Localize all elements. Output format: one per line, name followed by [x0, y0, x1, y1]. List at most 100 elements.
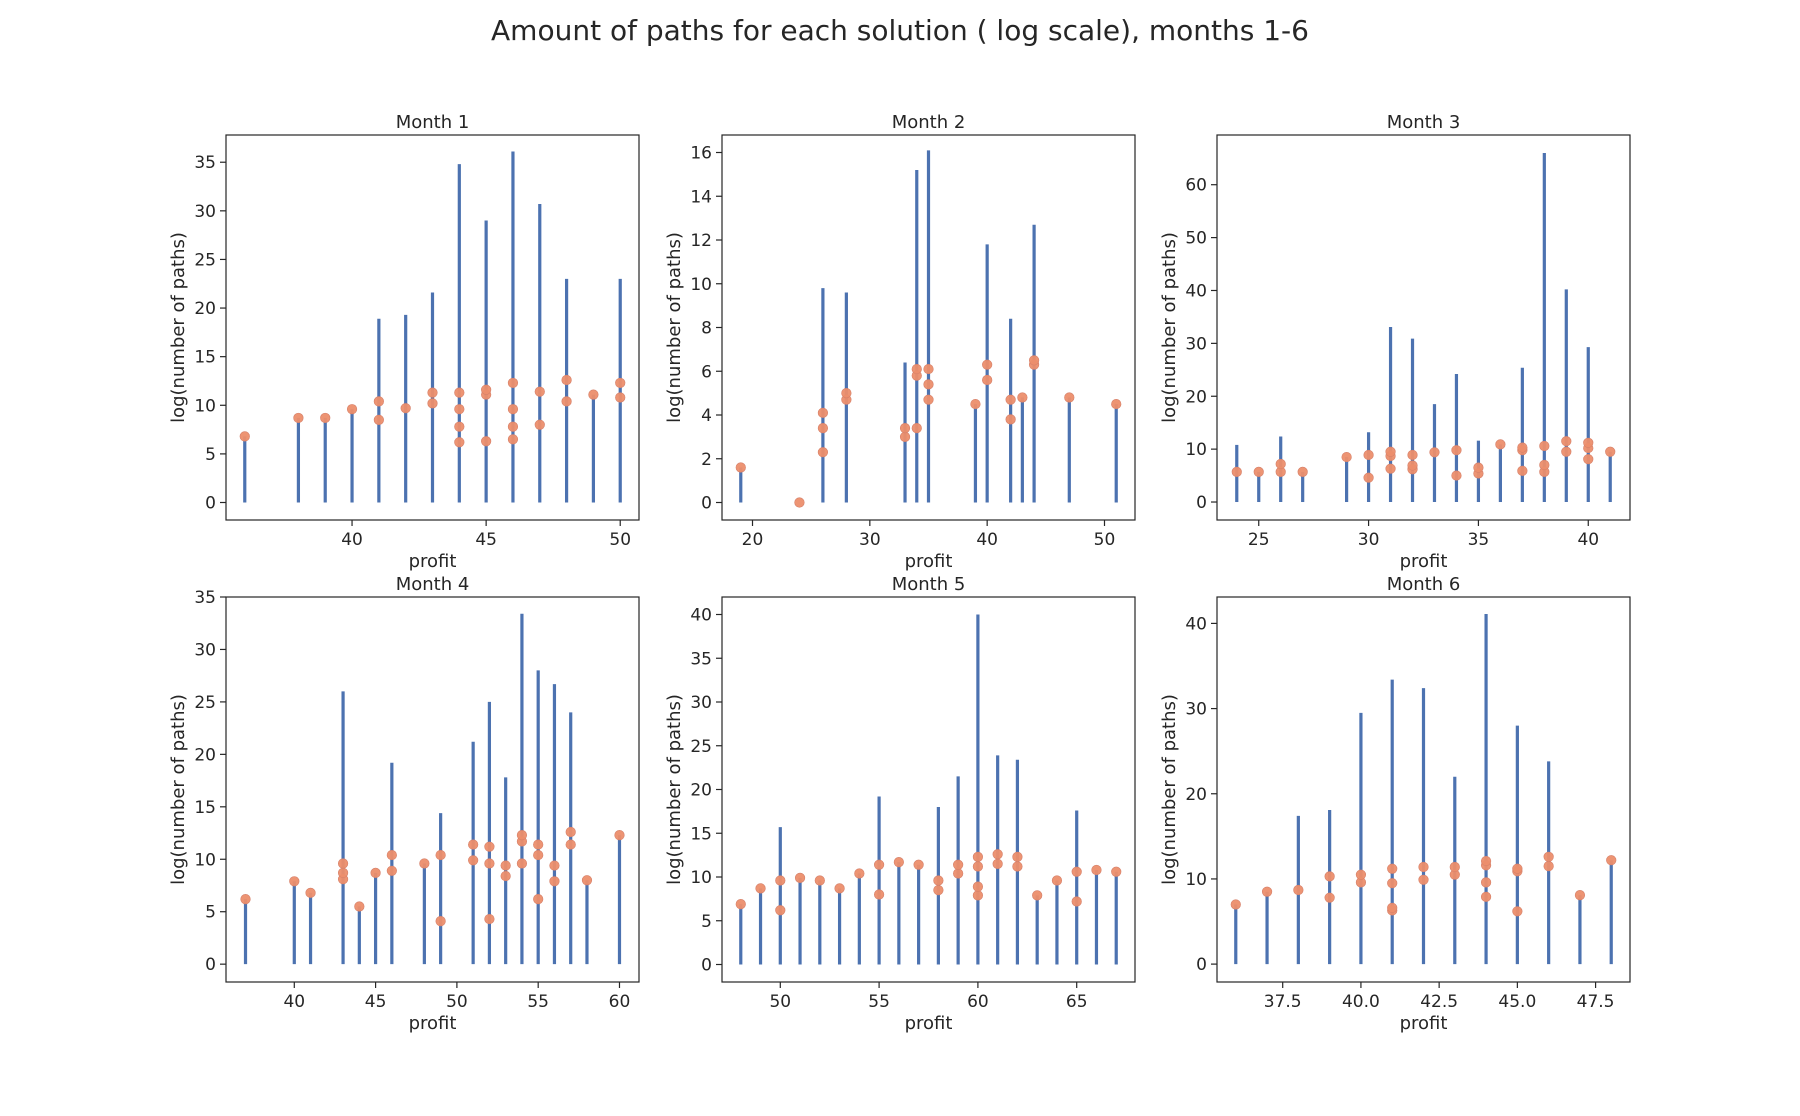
x-tick-label: 40.0 — [1342, 992, 1380, 1012]
data-point — [873, 859, 885, 870]
data-point — [911, 423, 922, 434]
x-tick-label: 30 — [859, 530, 881, 550]
data-point — [1480, 877, 1492, 888]
y-tick-label: 30 — [1185, 334, 1207, 354]
y-tick-label: 20 — [1185, 785, 1207, 805]
y-tick-label: 30 — [690, 693, 712, 713]
data-point — [1418, 861, 1429, 873]
y-tick-label: 15 — [690, 824, 712, 844]
plot-frame — [225, 134, 640, 521]
data-point — [1363, 472, 1374, 483]
data-point — [972, 890, 984, 901]
data-point — [614, 830, 625, 841]
y-tick-label: 10 — [1185, 870, 1207, 890]
data-point — [972, 881, 984, 892]
data-point — [1324, 892, 1335, 903]
data-point — [370, 867, 381, 878]
subplot-title: Month 3 — [1387, 112, 1461, 133]
y-tick-label: 5 — [205, 903, 216, 923]
data-point — [549, 860, 560, 871]
data-point — [982, 374, 993, 386]
y-tick-label: 20 — [194, 745, 216, 765]
y-axis-label: log(number of paths) — [168, 232, 189, 423]
y-tick-label: 5 — [701, 912, 712, 932]
data-point — [1606, 855, 1617, 866]
data-point — [1387, 902, 1398, 913]
data-point — [735, 462, 746, 473]
data-point — [953, 868, 964, 879]
data-point — [933, 875, 944, 886]
y-axis-label: log(number of paths) — [168, 694, 189, 885]
data-point — [534, 419, 545, 430]
data-point — [834, 883, 845, 894]
data-point — [588, 389, 599, 400]
data-point — [565, 839, 576, 850]
data-point — [561, 374, 572, 386]
data-point — [337, 858, 349, 869]
x-tick-label: 50 — [1094, 530, 1116, 550]
data-point — [454, 387, 465, 398]
data-point — [923, 379, 934, 390]
data-point — [1051, 875, 1063, 886]
plot-frame — [1216, 596, 1631, 983]
data-point — [1293, 884, 1304, 896]
data-point — [533, 894, 544, 905]
data-point — [293, 412, 304, 424]
y-tick-label: 60 — [1185, 176, 1207, 196]
data-point — [1253, 466, 1264, 477]
x-tick-label: 45 — [475, 530, 497, 550]
data-point — [427, 398, 438, 409]
x-tick-label: 40 — [283, 992, 305, 1012]
y-axis-label: log(number of paths) — [1159, 232, 1180, 423]
data-point — [305, 887, 316, 898]
x-tick-label: 60 — [967, 992, 989, 1012]
y-tick-label: 25 — [194, 250, 216, 270]
y-tick-label: 15 — [194, 348, 216, 368]
data-point — [1517, 465, 1528, 476]
data-point — [1111, 398, 1122, 410]
data-point — [533, 849, 544, 861]
data-point — [500, 860, 511, 871]
data-point — [817, 447, 829, 458]
data-point — [1407, 460, 1418, 471]
data-point — [1064, 392, 1075, 403]
data-point — [953, 859, 964, 870]
data-point — [794, 872, 806, 883]
data-point — [581, 875, 593, 886]
y-tick-label: 6 — [701, 362, 712, 382]
data-point — [1231, 466, 1242, 477]
data-point — [873, 889, 885, 900]
data-point — [841, 388, 852, 399]
y-axis-label: log(number of paths) — [664, 694, 685, 885]
data-point — [1418, 874, 1429, 885]
data-point — [1605, 446, 1616, 457]
y-tick-label: 20 — [1185, 387, 1207, 407]
data-point — [735, 899, 746, 910]
data-point — [992, 849, 1003, 860]
data-point — [239, 431, 250, 442]
data-point — [419, 858, 430, 869]
x-tick-label: 40 — [976, 530, 998, 550]
x-tick-label: 55 — [868, 992, 890, 1012]
data-point — [923, 363, 934, 375]
data-point — [1495, 439, 1506, 450]
data-point — [1512, 863, 1523, 874]
data-point — [468, 839, 479, 850]
data-point — [454, 421, 465, 432]
data-point — [775, 875, 786, 886]
data-point — [615, 392, 626, 403]
data-point — [817, 423, 829, 434]
data-point — [320, 412, 331, 424]
data-point — [454, 404, 465, 415]
data-point — [289, 876, 300, 887]
y-tick-label: 25 — [690, 737, 712, 757]
y-tick-label: 5 — [205, 445, 216, 465]
y-tick-label: 0 — [701, 956, 712, 976]
x-tick-label: 47.5 — [1577, 992, 1615, 1012]
data-point — [400, 403, 411, 414]
y-tick-label: 35 — [690, 649, 712, 669]
